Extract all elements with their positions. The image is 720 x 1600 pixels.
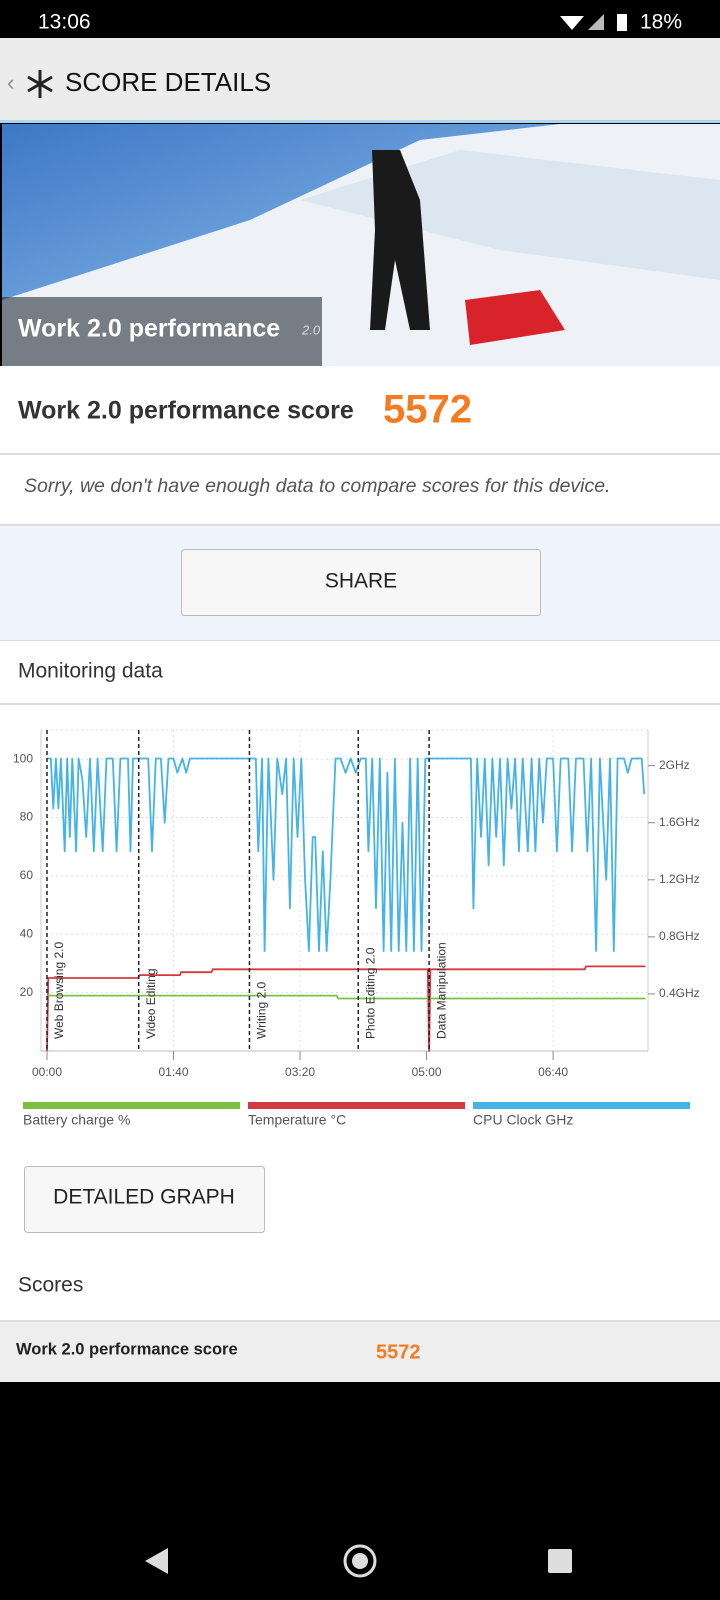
nav-back[interactable]: [145, 1548, 168, 1574]
phase-label: Video Editing: [144, 969, 158, 1040]
legend-swatch: [23, 1102, 240, 1109]
y-tick-label: 100: [13, 751, 33, 765]
app-icon: [27, 70, 53, 98]
battery-icon: [617, 14, 627, 31]
scores-row-value: 5572: [376, 1341, 421, 1363]
legend-label: Temperature °C: [248, 1112, 346, 1128]
message-card: [0, 455, 720, 525]
legend-label: Battery charge %: [23, 1112, 130, 1128]
y2-tick-label: 2GHz: [659, 758, 690, 772]
monitoring-chart: 20 40 60 80 100 0.4GHz 0.8GHz 1.2GHz 1.6GHz 2GHz 0…: [13, 729, 700, 1079]
hero-title: Work 2.0 performance: [18, 315, 280, 343]
phase-label: Web Browsing 2.0: [52, 942, 66, 1039]
share-label[interactable]: SHARE: [325, 570, 397, 593]
header-title: SCORE DETAILS: [65, 67, 271, 97]
y2-tick-label: 1.2GHz: [659, 872, 700, 886]
phase-label: Data Manipulation: [434, 942, 448, 1039]
detailed-graph-button[interactable]: [24, 1166, 265, 1233]
divider: [0, 453, 720, 455]
divider: [0, 1320, 720, 1322]
scores-row-label: Work 2.0 performance score: [16, 1340, 238, 1358]
x-tick-label: 00:00: [32, 1065, 62, 1079]
series-line: [47, 994, 646, 1000]
status-bar: [0, 0, 720, 38]
series-line: [47, 757, 646, 952]
phase-label: Photo Editing 2.0: [363, 947, 377, 1039]
y-tick-label: 20: [20, 985, 34, 999]
score-card: [0, 366, 720, 454]
wifi-icon: [560, 16, 584, 30]
status-battery: 18%: [640, 11, 682, 34]
y-tick-label: 80: [20, 810, 34, 824]
x-tick-label: 01:40: [159, 1065, 189, 1079]
status-time: 13:06: [38, 11, 91, 34]
y2-tick-label: 0.8GHz: [659, 929, 700, 943]
detailed-graph-label[interactable]: DETAILED GRAPH: [53, 1186, 235, 1209]
message: Sorry, we don't have enough data to comp…: [24, 475, 611, 497]
share-button[interactable]: [181, 549, 541, 616]
hero-version: 2.0: [301, 322, 321, 337]
header-border: [0, 120, 720, 123]
hero-skier: [370, 150, 430, 330]
legend: Battery charge % Temperature °C CPU Clock …: [23, 1102, 690, 1128]
phase-label: Writing 2.0: [255, 982, 269, 1039]
y2-tick-label: 0.4GHz: [659, 986, 700, 1000]
divider: [0, 524, 720, 526]
divider: [0, 640, 720, 641]
legend-swatch: [248, 1102, 465, 1109]
hero-caption-bg: [2, 297, 322, 366]
scores-title: Scores: [18, 1274, 83, 1297]
signal-icon: [588, 14, 604, 30]
x-tick-label: 05:00: [412, 1065, 442, 1079]
nav-home-dot: [352, 1553, 368, 1569]
score-label: Work 2.0 performance score: [18, 397, 354, 425]
legend-label: CPU Clock GHz: [473, 1112, 573, 1128]
monitoring-card: [0, 640, 720, 1382]
y-tick-label: 40: [20, 926, 34, 940]
nav-recents[interactable]: [548, 1549, 572, 1573]
scores-row: [0, 1322, 720, 1382]
app-header: [0, 38, 720, 120]
monitoring-title: Monitoring data: [18, 660, 163, 683]
legend-swatch: [473, 1102, 690, 1109]
y-tick-label: 60: [20, 868, 34, 882]
divider: [0, 703, 720, 705]
score-value: 5572: [383, 388, 472, 432]
nav-home[interactable]: [343, 1544, 377, 1578]
x-tick-label: 03:20: [285, 1065, 315, 1079]
x-tick-label: 06:40: [538, 1065, 568, 1079]
back-arrow[interactable]: ‹: [7, 70, 14, 95]
y2-tick-label: 1.6GHz: [659, 815, 700, 829]
hero-sled: [465, 290, 565, 345]
